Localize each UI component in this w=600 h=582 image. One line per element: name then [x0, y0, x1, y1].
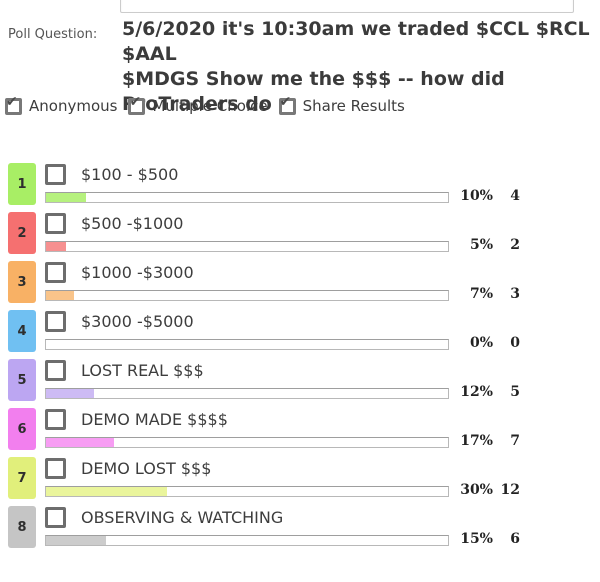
poll-option-row: 6 DEMO MADE $$$$ 17% 7: [0, 408, 600, 457]
poll-question-line2: $MDGS Show me the $$$ -- how did ProTrad…: [122, 68, 505, 115]
option-stats: 0% 0: [449, 335, 520, 351]
result-bar-track: [45, 486, 449, 497]
option-stats: 12% 5: [449, 384, 520, 400]
option-checkbox[interactable]: [45, 458, 66, 479]
option-stats: 17% 7: [449, 433, 520, 449]
option-number-badge: 1: [8, 163, 36, 205]
checkmark-icon: ✔: [6, 93, 18, 110]
checkmark-icon: ✔: [279, 93, 292, 110]
option-checkbox[interactable]: [45, 262, 66, 283]
option-label: DEMO MADE $$$$: [81, 410, 228, 429]
checkmark-icon: ✔: [129, 93, 142, 110]
poll-option-row: 2 $500 -$1000 5% 2: [0, 212, 600, 261]
poll-option-row: 1 $100 - $500 10% 4: [0, 163, 600, 212]
option-number-badge: 6: [8, 408, 36, 450]
option-checkbox[interactable]: [45, 507, 66, 528]
result-bar-track: [45, 241, 449, 252]
poll-setting: ✔ Multiple Choice: [128, 93, 268, 115]
option-percent: 10%: [460, 188, 493, 204]
option-stats: 15% 6: [449, 531, 520, 547]
setting-label: Multiple Choice: [152, 97, 268, 115]
option-percent: 0%: [469, 335, 493, 351]
option-number-badge: 3: [8, 261, 36, 303]
option-checkbox[interactable]: [45, 213, 66, 234]
option-percent: 5%: [469, 237, 493, 253]
result-bar-fill: [46, 242, 67, 251]
option-count: 3: [510, 286, 520, 302]
poll-question-label: Poll Question:: [8, 27, 98, 42]
setting-label: Anonymous: [29, 97, 118, 115]
option-number-badge: 5: [8, 359, 36, 401]
poll-question-input[interactable]: [120, 0, 574, 13]
poll-option-row: 4 $3000 -$5000 0% 0: [0, 310, 600, 359]
result-bar-track: [45, 192, 449, 203]
option-number-badge: 4: [8, 310, 36, 352]
poll-option-row: 5 LOST REAL $$$ 12% 5: [0, 359, 600, 408]
option-stats: 5% 2: [449, 237, 520, 253]
result-bar-fill: [46, 291, 75, 300]
option-count: 6: [510, 531, 520, 547]
result-bar-fill: [46, 389, 95, 398]
result-bar-track: [45, 437, 449, 448]
result-bar-track: [45, 290, 449, 301]
poll-option-row: 7 DEMO LOST $$$ 30% 12: [0, 457, 600, 506]
result-bar-fill: [46, 193, 87, 202]
option-count: 12: [500, 482, 520, 498]
checked-checkbox[interactable]: ✔: [128, 93, 146, 115]
option-count: 4: [510, 188, 520, 204]
option-count: 7: [510, 433, 520, 449]
option-checkbox[interactable]: [45, 164, 66, 185]
option-label: $100 - $500: [81, 165, 179, 184]
option-checkbox[interactable]: [45, 409, 66, 430]
option-stats: 7% 3: [449, 286, 520, 302]
result-bar-fill: [46, 438, 115, 447]
result-bar-track: [45, 388, 449, 399]
option-stats: 10% 4: [449, 188, 520, 204]
result-bar-track: [45, 339, 449, 350]
option-label: $3000 -$5000: [81, 312, 194, 331]
poll-option-row: 8 OBSERVING & WATCHING 15% 6: [0, 506, 600, 555]
checked-checkbox[interactable]: ✔: [5, 93, 22, 115]
option-stats: 30% 12: [449, 482, 520, 498]
result-bar-track: [45, 535, 449, 546]
option-label: LOST REAL $$$: [81, 361, 204, 380]
option-number-badge: 2: [8, 212, 36, 254]
option-checkbox[interactable]: [45, 311, 66, 332]
option-percent: 17%: [460, 433, 493, 449]
poll-question-line1: 5/6/2020 it's 10:30am we traded $CCL $RC…: [122, 18, 590, 65]
option-percent: 30%: [460, 482, 493, 498]
option-label: OBSERVING & WATCHING: [81, 508, 284, 527]
poll-settings-row: ✔ Anonymous ✔ Multiple Choice ✔ Share Re…: [5, 93, 405, 115]
option-number-badge: 8: [8, 506, 36, 548]
poll-question-text: 5/6/2020 it's 10:30am we traded $CCL $RC…: [122, 17, 592, 117]
option-checkbox[interactable]: [45, 360, 66, 381]
option-count: 2: [510, 237, 520, 253]
poll-option-row: 3 $1000 -$3000 7% 3: [0, 261, 600, 310]
option-percent: 15%: [460, 531, 493, 547]
option-label: $500 -$1000: [81, 214, 184, 233]
option-label: DEMO LOST $$$: [81, 459, 212, 478]
option-count: 5: [510, 384, 520, 400]
poll-setting: ✔ Share Results: [278, 93, 405, 115]
option-number-badge: 7: [8, 457, 36, 499]
poll-setting: ✔ Anonymous: [5, 93, 118, 115]
option-percent: 12%: [460, 384, 493, 400]
checked-checkbox[interactable]: ✔: [278, 93, 296, 115]
option-label: $1000 -$3000: [81, 263, 194, 282]
option-count: 0: [510, 335, 520, 351]
setting-label: Share Results: [302, 97, 405, 115]
result-bar-fill: [46, 487, 167, 496]
result-bar-fill: [46, 536, 107, 545]
option-percent: 7%: [469, 286, 493, 302]
